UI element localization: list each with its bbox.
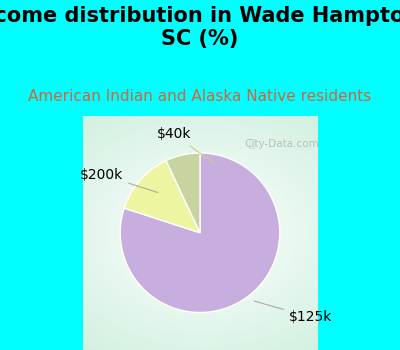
Text: City-Data.com: City-Data.com xyxy=(245,139,320,149)
Wedge shape xyxy=(120,153,280,313)
Text: $125k: $125k xyxy=(254,301,332,324)
Text: ⓘ: ⓘ xyxy=(248,139,255,149)
Text: $40k: $40k xyxy=(156,127,215,163)
Text: $200k: $200k xyxy=(80,168,158,193)
Wedge shape xyxy=(124,161,200,233)
Text: American Indian and Alaska Native residents: American Indian and Alaska Native reside… xyxy=(28,89,372,104)
Wedge shape xyxy=(166,153,200,233)
Text: Income distribution in Wade Hampton,
SC (%): Income distribution in Wade Hampton, SC … xyxy=(0,6,400,49)
